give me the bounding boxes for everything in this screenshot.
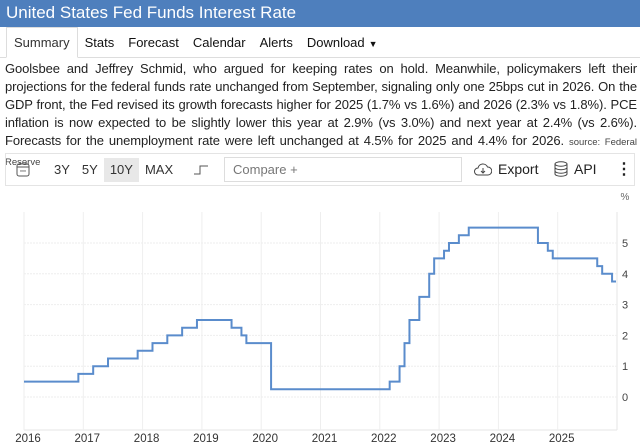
range-10y[interactable]: 10Y (103, 157, 139, 182)
chart-toolbar: 3Y 5Y 10Y MAX Compare + Export API ⋮ (5, 153, 635, 186)
y-tick-label: 1 (622, 361, 628, 373)
x-tick-label: 2017 (75, 433, 101, 445)
y-tick-label: 3 (622, 300, 628, 312)
range-max[interactable]: MAX (144, 161, 174, 177)
calendar-icon[interactable] (16, 162, 30, 177)
x-tick-label: 2018 (134, 433, 160, 445)
page-title: United States Fed Funds Interest Rate (0, 0, 640, 27)
database-icon (554, 161, 568, 177)
tab-summary[interactable]: Summary (6, 27, 78, 58)
step-chart-icon[interactable] (193, 164, 209, 176)
tab-alerts[interactable]: Alerts (259, 34, 293, 50)
x-tick-label: 2020 (252, 433, 278, 445)
y-unit-label: % (621, 192, 630, 203)
rate-series-line (24, 226, 616, 391)
x-tick-label: 2022 (371, 433, 397, 445)
x-tick-label: 2021 (312, 433, 338, 445)
tab-download[interactable]: Download ▼ (300, 28, 385, 58)
summary-body: Goolsbee and Jeffrey Schmid, who argued … (5, 61, 637, 148)
summary-text: Goolsbee and Jeffrey Schmid, who argued … (5, 60, 637, 172)
api-label: API (574, 161, 597, 177)
y-tick-label: 0 (622, 392, 628, 404)
x-tick-label: 2019 (193, 433, 219, 445)
more-options-icon[interactable]: ⋮ (616, 161, 632, 178)
tab-calendar[interactable]: Calendar (192, 34, 246, 50)
y-tick-label: 2 (622, 330, 628, 342)
x-tick-label: 2024 (490, 433, 516, 445)
caret-down-icon: ▼ (368, 38, 378, 49)
source-label: source: Federal Reserve (5, 137, 637, 168)
range-3y[interactable]: 3Y (54, 161, 70, 177)
range-5y[interactable]: 5Y (81, 161, 98, 177)
export-button[interactable]: Export (474, 161, 538, 177)
x-tick-label: 2023 (430, 433, 456, 445)
api-button[interactable]: API (554, 161, 597, 177)
tab-stats[interactable]: Stats (84, 34, 115, 50)
chart: 0 1 2 3 4 5% 2016 2017 2018 2019 2020 2021 2022 2023 2… (15, 192, 630, 445)
tab-forecast[interactable]: Forecast (128, 34, 179, 50)
cloud-download-icon (474, 162, 492, 175)
x-tick-label: 2016 (15, 433, 41, 445)
y-tick-label: 5 (622, 238, 628, 250)
download-label: Download (306, 34, 365, 50)
tab-bar: Summary Stats Forecast Calendar Alerts D… (0, 27, 640, 58)
y-tick-label: 4 (622, 269, 628, 281)
compare-input[interactable]: Compare + (224, 157, 462, 182)
export-label: Export (498, 161, 539, 177)
x-tick-label: 2025 (549, 433, 575, 445)
